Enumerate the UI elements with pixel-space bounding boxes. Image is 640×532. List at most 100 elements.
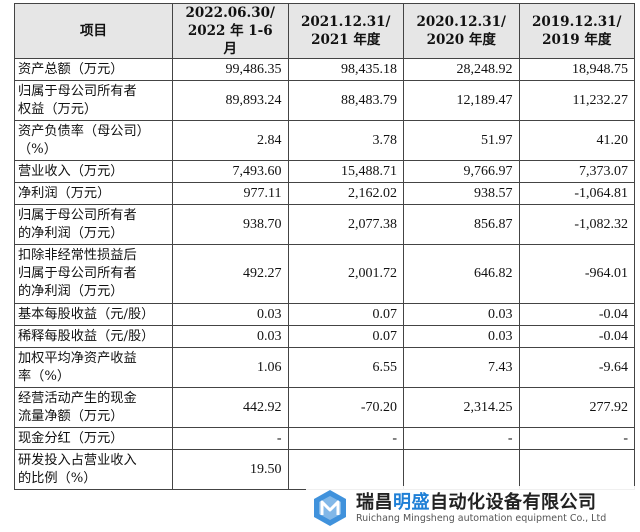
cell-value: - bbox=[403, 427, 520, 450]
table-row: 营业收入（万元） 7,493.60 15,488.71 9,766.97 7,373.0… bbox=[14, 160, 635, 183]
cell-value: 1.06 bbox=[172, 347, 289, 388]
row-label: 加权平均净资产收益 率（%） bbox=[14, 347, 173, 388]
cell-value: 938.57 bbox=[403, 182, 520, 205]
cell-value: 3.78 bbox=[287, 120, 404, 161]
row-label-line: 率（%） bbox=[18, 368, 71, 384]
row-label-line: 资产负债率（母公司） bbox=[18, 123, 150, 139]
cell-value: 0.03 bbox=[403, 303, 520, 326]
cell-value: 2,162.02 bbox=[287, 182, 404, 205]
cell-value: 0.07 bbox=[287, 325, 404, 348]
cell-value: 15,488.71 bbox=[287, 160, 404, 183]
cell-value: -70.20 bbox=[287, 387, 404, 428]
cell-value: 18,948.75 bbox=[518, 58, 635, 81]
table-row: 归属于母公司所有者 权益（万元） 89,893.24 88,483.79 12,189.… bbox=[14, 80, 635, 121]
cell-value: 646.82 bbox=[403, 244, 520, 304]
cell-value: 2.84 bbox=[172, 120, 289, 161]
row-label-line: 基本每股收益（元/股） bbox=[18, 306, 155, 322]
cell-value bbox=[403, 449, 520, 490]
cell-value: 2,077.38 bbox=[287, 204, 404, 245]
cell-value bbox=[287, 449, 404, 490]
row-label: 归属于母公司所有者 的净利润（万元） bbox=[14, 204, 173, 245]
row-label: 研发投入占营业收入 的比例（%） bbox=[14, 449, 173, 490]
row-label-line: 归属于母公司所有者 bbox=[18, 83, 137, 99]
cell-value: 2,001.72 bbox=[287, 244, 404, 304]
watermark-company-name: 瑞昌明盛自动化设备有限公司 bbox=[356, 492, 597, 513]
row-label-line: 现金分红（万元） bbox=[18, 430, 124, 446]
financial-summary-table: 项目 2022.06.30/ 2022 年 1-6 月 2021.12.31/ … bbox=[14, 3, 635, 490]
table-row: 基本每股收益（元/股） 0.03 0.07 0.03 -0.04 bbox=[14, 303, 635, 326]
cell-value: 7.43 bbox=[403, 347, 520, 388]
row-label-line: 净利润（万元） bbox=[18, 185, 111, 201]
table-row: 资产负债率（母公司） （%） 2.84 3.78 51.97 41.20 bbox=[14, 120, 635, 161]
row-label-line: 权益（万元） bbox=[18, 101, 98, 117]
row-label-line: 的净利润（万元） bbox=[18, 225, 124, 241]
table-row: 现金分红（万元） - - - - bbox=[14, 427, 635, 450]
row-label: 净利润（万元） bbox=[14, 182, 173, 205]
row-label: 资产总额（万元） bbox=[14, 58, 173, 81]
row-label-line: 扣除非经常性损益后 bbox=[18, 248, 137, 263]
row-label: 现金分红（万元） bbox=[14, 427, 173, 450]
table-row: 加权平均净资产收益 率（%） 1.06 6.55 7.43 -9.64 bbox=[14, 347, 635, 388]
cell-value: 492.27 bbox=[172, 244, 289, 304]
row-label-line: 经营活动产生的现金 bbox=[18, 390, 137, 406]
row-label-line: 加权平均净资产收益 bbox=[18, 350, 137, 366]
cell-value: 442.92 bbox=[172, 387, 289, 428]
row-label: 扣除非经常性损益后 归属于母公司所有者 的净利润（万元） bbox=[14, 244, 173, 304]
cell-value: 11,232.27 bbox=[518, 80, 635, 121]
table-header-row: 项目 2022.06.30/ 2022 年 1-6 月 2021.12.31/ … bbox=[14, 3, 635, 59]
row-label: 基本每股收益（元/股） bbox=[14, 303, 173, 326]
row-label-line: 研发投入占营业收入 bbox=[18, 452, 137, 468]
cell-value: 9,766.97 bbox=[403, 160, 520, 183]
table-row: 经营活动产生的现金 流量净额（万元） 442.92 -70.20 2,314.25 277… bbox=[14, 387, 635, 428]
cell-value: 0.03 bbox=[172, 325, 289, 348]
cell-value: - bbox=[518, 427, 635, 450]
cell-value: 88,483.79 bbox=[287, 80, 404, 121]
cell-value: 41.20 bbox=[518, 120, 635, 161]
table-body: 资产总额（万元） 99,486.35 98,435.18 28,248.92 18,94… bbox=[14, 58, 635, 490]
row-label: 资产负债率（母公司） （%） bbox=[14, 120, 173, 161]
cell-value: 19.50 bbox=[172, 449, 289, 490]
header-item: 项目 bbox=[14, 3, 173, 59]
cell-value: 0.07 bbox=[287, 303, 404, 326]
cell-value: 12,189.47 bbox=[403, 80, 520, 121]
row-label: 归属于母公司所有者 权益（万元） bbox=[14, 80, 173, 121]
header-period-2020: 2020.12.31/ 2020 年度 bbox=[403, 3, 520, 59]
cell-value: 98,435.18 bbox=[287, 58, 404, 81]
cell-value: -0.04 bbox=[518, 325, 635, 348]
table-row: 资产总额（万元） 99,486.35 98,435.18 28,248.92 18,94… bbox=[14, 58, 635, 81]
row-label-line: 归属于母公司所有者 bbox=[18, 207, 137, 223]
company-watermark: 瑞昌明盛自动化设备有限公司 Ruichang Mingsheng automat… bbox=[306, 486, 636, 530]
header-period-2019: 2019.12.31/ 2019 年度 bbox=[518, 3, 635, 59]
cell-value bbox=[518, 449, 635, 490]
cell-value: 2,314.25 bbox=[403, 387, 520, 428]
cell-value: 6.55 bbox=[287, 347, 404, 388]
cell-value: -9.64 bbox=[518, 347, 635, 388]
row-label-line: 归属于母公司所有者 bbox=[18, 266, 137, 281]
header-period-2022h1: 2022.06.30/ 2022 年 1-6 月 bbox=[172, 3, 289, 59]
row-label-line: 流量净额（万元） bbox=[18, 408, 124, 424]
row-label: 营业收入（万元） bbox=[14, 160, 173, 183]
table-row: 稀释每股收益（元/股） 0.03 0.07 0.03 -0.04 bbox=[14, 325, 635, 348]
cell-value: 51.97 bbox=[403, 120, 520, 161]
cell-value: - bbox=[287, 427, 404, 450]
table-row: 归属于母公司所有者 的净利润（万元） 938.70 2,077.38 856.87 -1,… bbox=[14, 204, 635, 245]
cell-value: -1,064.81 bbox=[518, 182, 635, 205]
table-row: 净利润（万元） 977.11 2,162.02 938.57 -1,064.81 bbox=[14, 182, 635, 205]
cell-value: 89,893.24 bbox=[172, 80, 289, 121]
header-period-2021: 2021.12.31/ 2021 年度 bbox=[287, 3, 404, 59]
cell-value: 856.87 bbox=[403, 204, 520, 245]
cell-value: 977.11 bbox=[172, 182, 289, 205]
table-row: 研发投入占营业收入 的比例（%） 19.50 bbox=[14, 449, 635, 490]
row-label-line: 的比例（%） bbox=[18, 470, 97, 486]
watermark-company-english: Ruichang Mingsheng automation equipment … bbox=[356, 513, 607, 524]
cell-value: -0.04 bbox=[518, 303, 635, 326]
cell-value: 277.92 bbox=[518, 387, 635, 428]
row-label: 经营活动产生的现金 流量净额（万元） bbox=[14, 387, 173, 428]
table-row: 扣除非经常性损益后 归属于母公司所有者 的净利润（万元） 492.27 2,001.72… bbox=[14, 244, 635, 304]
row-label-line: 资产总额（万元） bbox=[18, 61, 124, 77]
cell-value: 0.03 bbox=[403, 325, 520, 348]
cell-value: -964.01 bbox=[518, 244, 635, 304]
row-label-line: 稀释每股收益（元/股） bbox=[18, 328, 155, 344]
row-label-line: （%） bbox=[18, 141, 57, 157]
cell-value: 938.70 bbox=[172, 204, 289, 245]
